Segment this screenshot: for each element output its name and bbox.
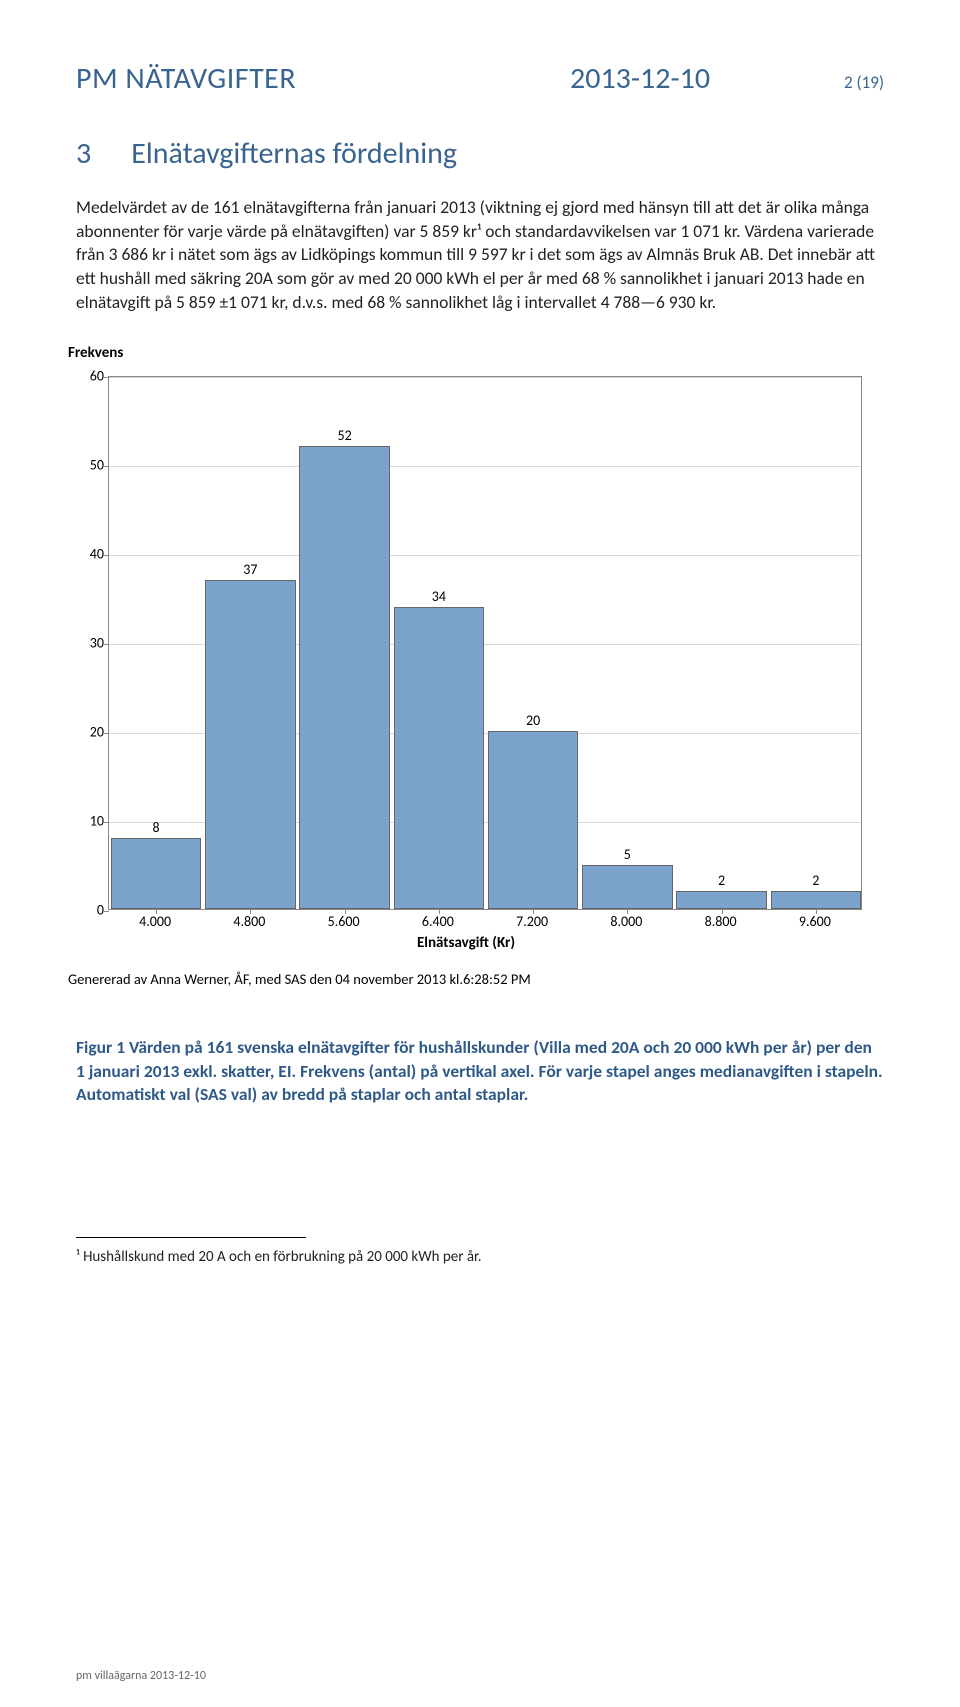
bar-value-label: 20 xyxy=(489,712,577,729)
chart-bar: 2 xyxy=(771,891,861,909)
y-tick-label: 10 xyxy=(90,813,104,830)
x-tick-label: 4.000 xyxy=(139,913,171,930)
y-tick-mark xyxy=(104,555,109,556)
section-heading: 3 Elnätavgifternas fördelning xyxy=(76,135,884,172)
y-tick-label: 50 xyxy=(90,457,104,474)
y-tick-label: 60 xyxy=(90,368,104,385)
x-tick-label: 4.800 xyxy=(233,913,265,930)
y-tick-label: 30 xyxy=(90,635,104,652)
chart-bar: 5 xyxy=(582,865,672,910)
chart-bar: 2 xyxy=(676,891,766,909)
y-tick-mark xyxy=(104,733,109,734)
chart-bar: 34 xyxy=(394,607,484,910)
bar-value-label: 2 xyxy=(677,872,765,889)
y-tick-label: 40 xyxy=(90,546,104,563)
x-tick-label: 5.600 xyxy=(328,913,360,930)
section-number: 3 xyxy=(76,135,91,172)
footnote-rule xyxy=(76,1237,306,1238)
bar-value-label: 37 xyxy=(206,561,294,578)
bar-value-label: 5 xyxy=(583,846,671,863)
section-title: Elnätavgifternas fördelning xyxy=(131,135,457,172)
chart-bar: 8 xyxy=(111,838,201,909)
footnote-text: ¹ Hushållskund med 20 A och en förbrukni… xyxy=(76,1248,884,1266)
y-tick-mark xyxy=(104,644,109,645)
y-tick-label: 20 xyxy=(90,724,104,741)
chart-bar: 37 xyxy=(205,580,295,909)
x-tick-label: 8.800 xyxy=(705,913,737,930)
page-footer: pm villaägarna 2013-12-10 xyxy=(76,1669,206,1683)
x-tick-label: 8.000 xyxy=(610,913,642,930)
y-tick-mark xyxy=(104,822,109,823)
y-tick-mark xyxy=(104,377,109,378)
body-paragraph: Medelvärdet av de 161 elnätavgifterna fr… xyxy=(76,196,884,314)
bar-value-label: 52 xyxy=(300,427,388,444)
x-tick-label: 9.600 xyxy=(799,913,831,930)
chart-bar: 52 xyxy=(299,446,389,909)
plot-area: 837523420522 xyxy=(108,376,862,910)
y-tick-mark xyxy=(104,466,109,467)
bar-value-label: 34 xyxy=(395,588,483,605)
x-tick-label: 6.400 xyxy=(422,913,454,930)
y-tick-label: 0 xyxy=(97,902,104,919)
doc-title: PM NÄTAVGIFTER xyxy=(76,60,296,97)
bar-value-label: 2 xyxy=(772,872,860,889)
y-tick-mark xyxy=(104,911,109,912)
bar-value-label: 8 xyxy=(112,819,200,836)
chart-x-axis-label: Elnätsavgift (Kr) xyxy=(417,934,515,952)
page-header: PM NÄTAVGIFTER 2013-12-10 2 (19) xyxy=(76,60,884,97)
chart-bar: 20 xyxy=(488,731,578,909)
chart-footer-text: Genererad av Anna Werner, ÅF, med SAS de… xyxy=(68,970,886,988)
figure-caption: Figur 1 Värden på 161 svenska elnätavgif… xyxy=(76,1036,884,1107)
chart-area: 837523420522 Elnätsavgift (Kr) 010203040… xyxy=(66,370,866,950)
page-number: 2 (19) xyxy=(844,72,884,93)
frequency-chart: Frekvens 837523420522 Elnätsavgift (Kr) … xyxy=(66,344,886,988)
doc-date: 2013-12-10 xyxy=(570,60,710,97)
x-tick-label: 7.200 xyxy=(516,913,548,930)
chart-y-axis-label: Frekvens xyxy=(68,344,886,362)
gridline xyxy=(109,377,861,378)
gridline xyxy=(109,466,861,467)
gridline xyxy=(109,555,861,556)
